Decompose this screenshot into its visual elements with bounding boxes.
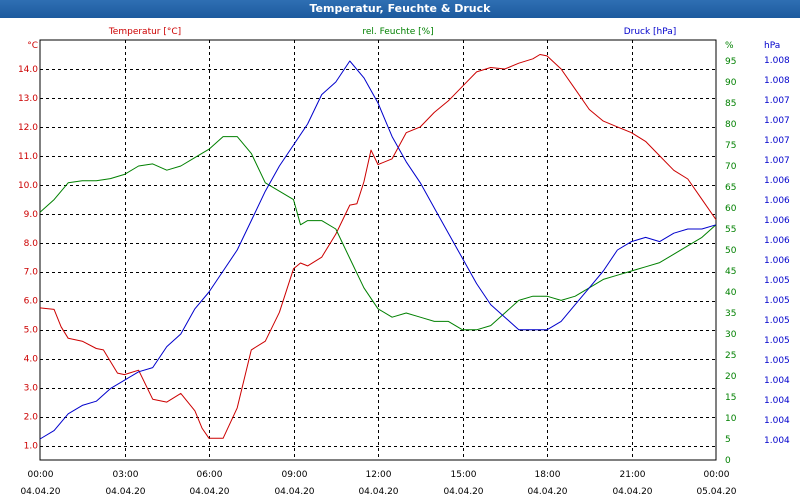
pressure-tick-label: 1.005 <box>764 276 790 286</box>
humidity-tick-label: 85 <box>725 99 736 109</box>
x-tick-time-label: 00:00 <box>28 470 54 480</box>
x-tick-date-label: 04.04.20 <box>20 487 60 497</box>
temperature-tick-label: 6.0 <box>24 297 39 307</box>
temperature-tick-label: 7.0 <box>24 268 39 278</box>
temperature-tick-label: 8.0 <box>24 239 39 249</box>
humidity-tick-label: 30 <box>725 330 737 340</box>
humidity-tick-label: 10 <box>725 414 737 424</box>
temperature-axis-label: Temperatur [°C] <box>108 27 181 37</box>
pressure-tick-label: 1.007 <box>764 116 790 126</box>
humidity-tick-label: 95 <box>725 57 736 67</box>
x-tick-date-label: 04.04.20 <box>105 487 145 497</box>
humidity-tick-label: 70 <box>725 162 737 172</box>
humidity-tick-label: 40 <box>725 288 737 298</box>
humidity-tick-label: 50 <box>725 246 737 256</box>
humidity-tick-label: 60 <box>725 204 737 214</box>
temperature-tick-label: 4.0 <box>24 355 39 365</box>
pressure-series-line <box>39 60 717 440</box>
humidity-tick-label: 65 <box>725 183 736 193</box>
pressure-tick-label: 1.007 <box>764 136 790 146</box>
pressure-tick-label: 1.006 <box>764 236 790 246</box>
x-tick-date-label: 04.04.20 <box>358 487 398 497</box>
x-tick-time-label: 06:00 <box>197 470 223 480</box>
chart-svg: 00:00 04.04.20 03:00 04.04.20 06:00 04.04.20 0… <box>18 27 790 497</box>
x-tick-date-label: 05.04.20 <box>696 487 736 497</box>
window-title: Temperatur, Feuchte & Druck <box>0 0 800 18</box>
x-tick-time-label: 03:00 <box>113 470 139 480</box>
temperature-tick-label: 11.0 <box>18 152 38 162</box>
humidity-tick-label: 25 <box>725 351 736 361</box>
humidity-tick-label: 45 <box>725 267 736 277</box>
pressure-tick-label: 1.008 <box>764 76 790 86</box>
humidity-series-line <box>39 136 717 331</box>
temperature-series-line <box>39 54 717 439</box>
pressure-tick-label: 1.006 <box>764 216 790 226</box>
humidity-tick-label: 90 <box>725 78 737 88</box>
pressure-tick-label: 1.004 <box>764 436 790 446</box>
temperature-tick-label: 5.0 <box>24 326 39 336</box>
temperature-tick-label: 1.0 <box>24 442 39 452</box>
x-tick-time-label: 00:00 <box>704 470 730 480</box>
humidity-unit-label: % <box>725 41 734 51</box>
pressure-tick-label: 1.005 <box>764 316 790 326</box>
x-tick-time-label: 21:00 <box>620 470 646 480</box>
humidity-tick-label: 80 <box>725 120 737 130</box>
x-tick-time-label: 15:00 <box>451 470 477 480</box>
humidity-tick-label: 0 <box>725 456 731 466</box>
temperature-tick-label: 14.0 <box>18 65 38 75</box>
x-tick-time-label: 18:00 <box>535 470 561 480</box>
x-tick-date-label: 04.04.20 <box>443 487 483 497</box>
pressure-tick-label: 1.005 <box>764 356 790 366</box>
temperature-tick-label: 3.0 <box>24 384 39 394</box>
pressure-axis-label: Druck [hPa] <box>624 27 677 37</box>
temperature-tick-label: 10.0 <box>18 181 38 191</box>
humidity-tick-label: 35 <box>725 309 736 319</box>
pressure-tick-label: 1.004 <box>764 396 790 406</box>
temperature-tick-label: 13.0 <box>18 94 38 104</box>
pressure-tick-label: 1.008 <box>764 56 790 66</box>
humidity-tick-label: 55 <box>725 225 736 235</box>
x-tick-date-label: 04.04.20 <box>189 487 229 497</box>
pressure-tick-label: 1.007 <box>764 96 790 106</box>
pressure-unit-label: hPa <box>764 41 780 51</box>
humidity-tick-label: 5 <box>725 435 731 445</box>
pressure-tick-label: 1.006 <box>764 176 790 186</box>
temperature-unit-label: °C <box>27 41 38 51</box>
pressure-tick-label: 1.004 <box>764 416 790 426</box>
x-tick-time-label: 12:00 <box>366 470 392 480</box>
temperature-tick-label: 9.0 <box>24 210 39 220</box>
humidity-axis-label: rel. Feuchte [%] <box>362 27 433 37</box>
pressure-tick-label: 1.005 <box>764 296 790 306</box>
pressure-tick-label: 1.006 <box>764 196 790 206</box>
x-tick-time-label: 09:00 <box>282 470 308 480</box>
x-tick-date-label: 04.04.20 <box>274 487 314 497</box>
pressure-tick-label: 1.004 <box>764 376 790 386</box>
temperature-tick-label: 12.0 <box>18 123 38 133</box>
pressure-tick-label: 1.007 <box>764 156 790 166</box>
humidity-tick-label: 15 <box>725 393 736 403</box>
humidity-tick-label: 20 <box>725 372 737 382</box>
x-tick-date-label: 04.04.20 <box>612 487 652 497</box>
humidity-tick-label: 75 <box>725 141 736 151</box>
temperature-tick-label: 2.0 <box>24 413 39 423</box>
x-tick-date-label: 04.04.20 <box>527 487 567 497</box>
pressure-tick-label: 1.005 <box>764 336 790 346</box>
pressure-tick-label: 1.006 <box>764 256 790 266</box>
